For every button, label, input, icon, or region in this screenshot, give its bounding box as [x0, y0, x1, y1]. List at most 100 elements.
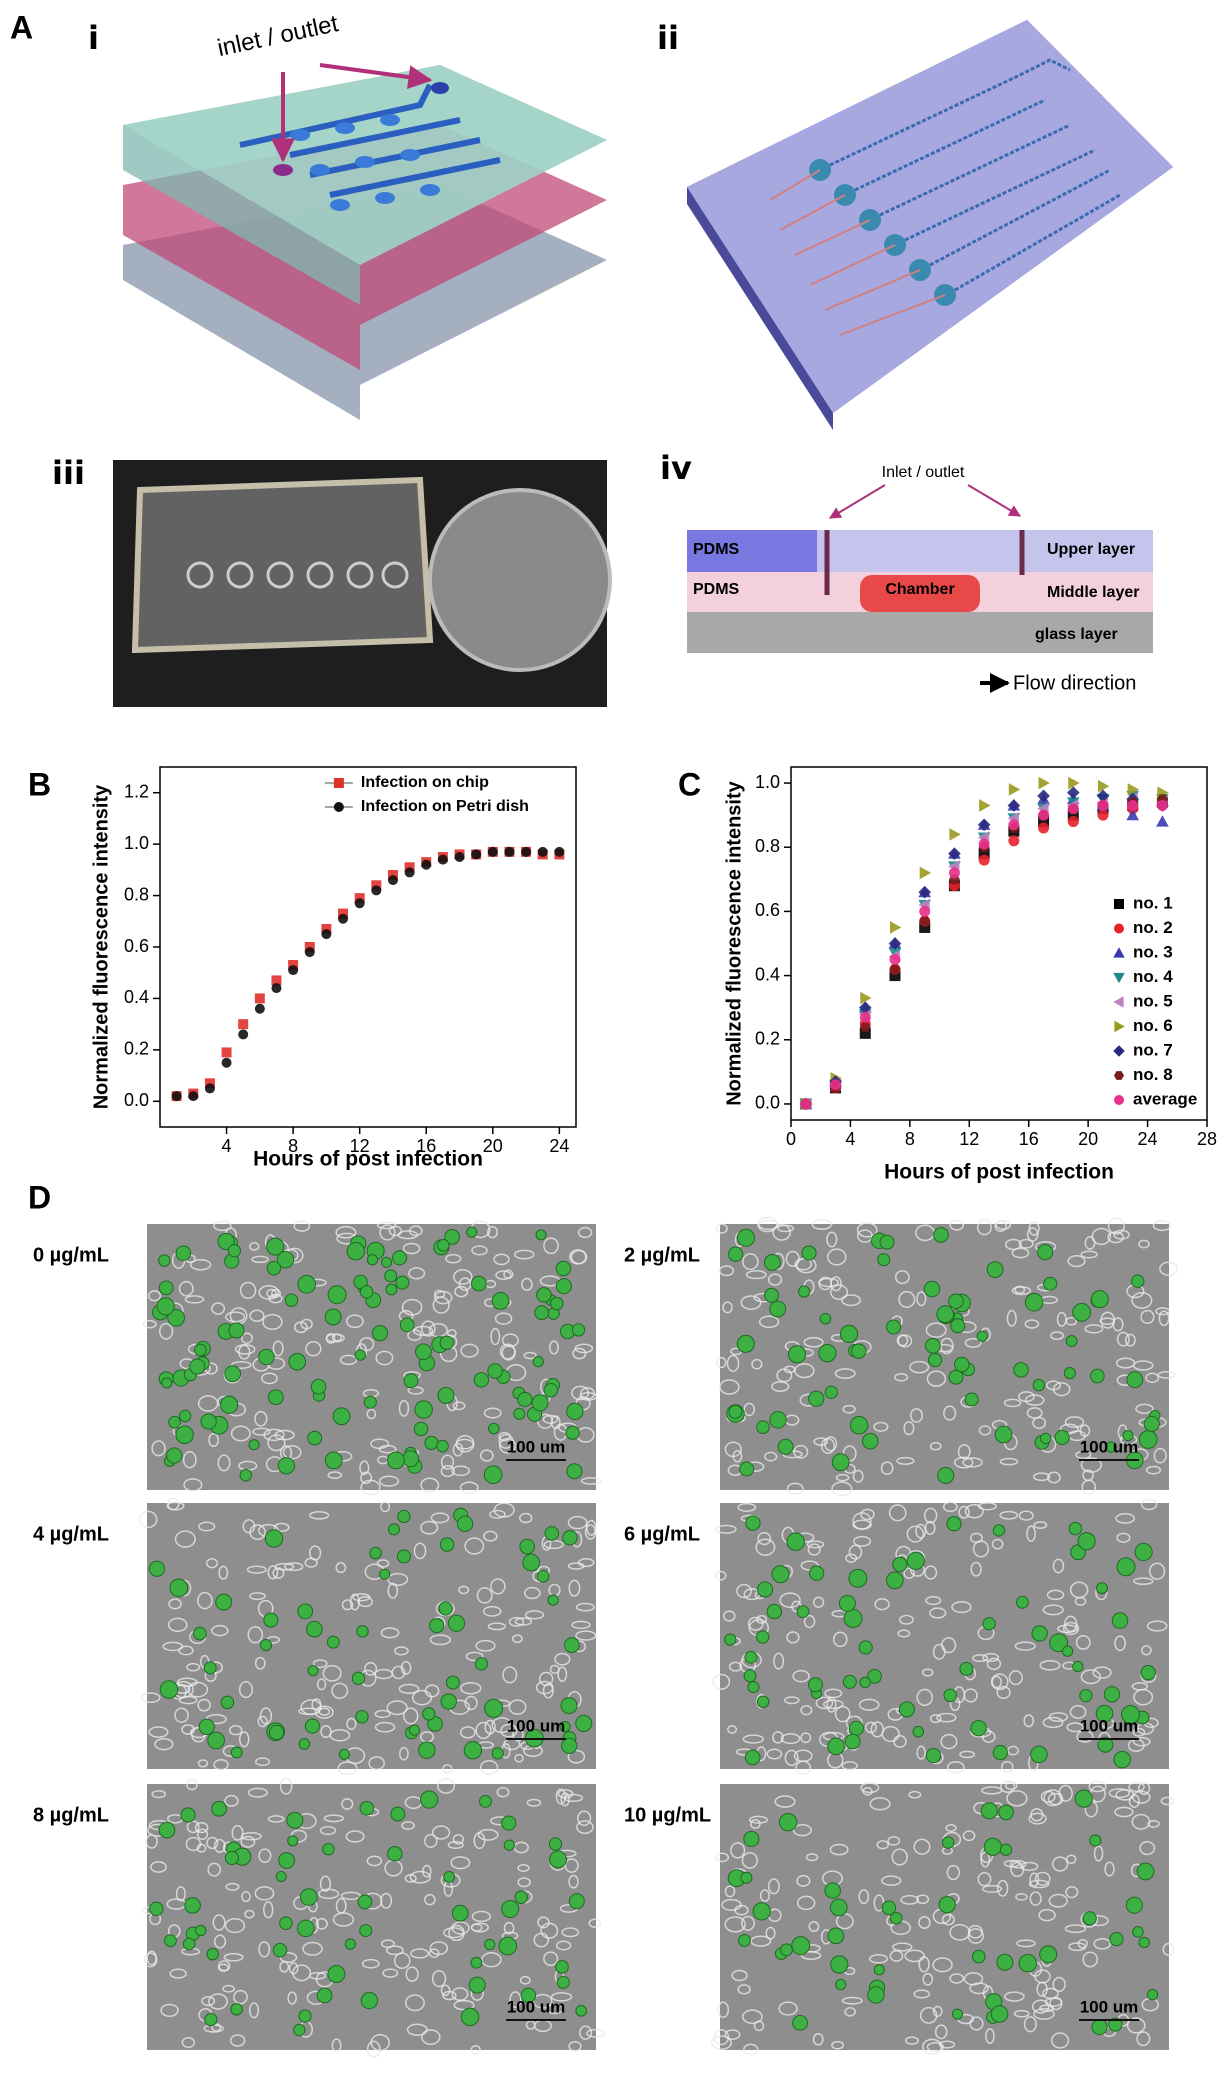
- cell: [1131, 1790, 1151, 1804]
- cell: [249, 1309, 265, 1322]
- cell: [897, 1334, 913, 1348]
- fluorescent-cell: [798, 1285, 811, 1298]
- fluorescent-cell: [338, 1748, 350, 1760]
- fluorescent-cell: [164, 1934, 177, 1947]
- fluorescent-cell: [501, 1900, 520, 1919]
- fluorescent-cell: [436, 1238, 450, 1252]
- cell: [151, 1790, 167, 1799]
- cell: [549, 1340, 559, 1355]
- cell: [834, 1368, 856, 1379]
- channel: [239, 83, 501, 198]
- cell: [217, 1454, 231, 1472]
- fluorescent-cell: [1018, 1954, 1038, 1973]
- fluorescent-cell: [161, 1377, 173, 1389]
- fluorescent-cell: [964, 1392, 979, 1407]
- cell: [1088, 1780, 1107, 1793]
- fluorescent-cell: [1134, 1542, 1153, 1562]
- fluorescent-cell: [771, 1565, 790, 1584]
- fluorescent-cell: [503, 1839, 515, 1851]
- cell: [579, 2025, 593, 2040]
- fluorescent-cell: [424, 1435, 439, 1450]
- cell: [160, 2003, 179, 2017]
- fluorescent-cell: [1143, 1415, 1160, 1432]
- cell: [238, 1681, 254, 1699]
- fluorescent-cell: [327, 1965, 346, 1983]
- fluorescent-cell: [474, 1657, 489, 1671]
- cell: [756, 1615, 768, 1624]
- marker: [977, 818, 991, 832]
- cell: [181, 2036, 196, 2049]
- chip-3d: inlet / outlet: [123, 10, 607, 420]
- fluorescent-cell: [556, 1975, 570, 1989]
- fluorescent-cell: [466, 1226, 478, 1238]
- x-tick-label: 12: [959, 1129, 979, 1149]
- cell: [568, 1579, 581, 1597]
- fluorescent-cell: [473, 1372, 490, 1388]
- fluorescent-cell: [420, 1790, 439, 1809]
- marker: [321, 929, 332, 940]
- fluorescent-cell: [736, 1334, 755, 1353]
- cell: [1124, 1333, 1136, 1347]
- fluorescent-cell: [941, 1836, 955, 1849]
- cell: [526, 1798, 542, 1807]
- cell: [577, 1810, 592, 1827]
- cell: [768, 1273, 783, 1286]
- cell: [999, 1457, 1019, 1466]
- fluorescent-cell: [536, 1569, 550, 1583]
- fluorescent-cell: [1074, 1789, 1093, 1808]
- fluorescent-cell: [1049, 1633, 1069, 1653]
- fluorescent-cell: [1043, 1276, 1058, 1291]
- fluorescent-cell: [484, 1698, 504, 1718]
- cell: [458, 1277, 472, 1292]
- marker: [487, 846, 498, 857]
- cell: [318, 1707, 331, 1716]
- annotation: inlet / outlet: [215, 10, 341, 62]
- concentration-label: 10 µg/mL: [624, 1804, 711, 1826]
- cell: [1047, 1471, 1061, 1484]
- fluorescent-cell: [369, 1546, 382, 1560]
- cell: [869, 1797, 891, 1811]
- fluorescent-cell: [738, 1934, 751, 1947]
- cell: [743, 2043, 759, 2056]
- cell: [208, 1993, 228, 2010]
- fluorescent-cell: [898, 1701, 915, 1718]
- fluorescent-cell: [566, 1402, 584, 1421]
- micrograph: 100 um: [716, 1216, 1179, 1497]
- marker: [1038, 809, 1050, 821]
- cell: [834, 1705, 851, 1723]
- cell: [508, 1699, 527, 1715]
- fluorescent-cell: [471, 1275, 487, 1292]
- fluorescent-cell: [387, 1846, 403, 1862]
- cell: [737, 1502, 757, 1512]
- cell: [532, 1993, 553, 2009]
- cell: [876, 1840, 889, 1850]
- fluorescent-cell: [344, 1938, 356, 1950]
- fluorescent-cell: [548, 1837, 563, 1851]
- cell: [197, 1759, 209, 1768]
- sub-label: iv: [660, 449, 692, 487]
- cell: [458, 1585, 470, 1595]
- fluorescent-cell: [371, 1325, 389, 1342]
- cell: [1114, 1635, 1126, 1652]
- cell: [213, 1934, 227, 1949]
- cell: [1068, 1942, 1087, 1952]
- cell: [259, 1707, 273, 1725]
- cell: [1028, 1812, 1047, 1825]
- fluorescent-cell: [443, 1870, 456, 1883]
- cell: [178, 1645, 194, 1656]
- cell: [410, 1948, 429, 1959]
- cell: [197, 1698, 211, 1712]
- cell: [929, 1714, 942, 1724]
- cell: [349, 1593, 361, 1611]
- cell: [1006, 1790, 1028, 1807]
- cell: [783, 1365, 796, 1374]
- cell: [238, 1731, 250, 1748]
- cell: [1038, 1908, 1056, 1922]
- cell: [272, 1340, 284, 1357]
- fluorescent-cell: [1039, 1432, 1052, 1445]
- cell: [1026, 1407, 1043, 1419]
- cell: [1093, 1937, 1112, 1950]
- marker: [1113, 947, 1125, 958]
- cell: [805, 1853, 819, 1862]
- fluorescent-cell: [1132, 1926, 1144, 1938]
